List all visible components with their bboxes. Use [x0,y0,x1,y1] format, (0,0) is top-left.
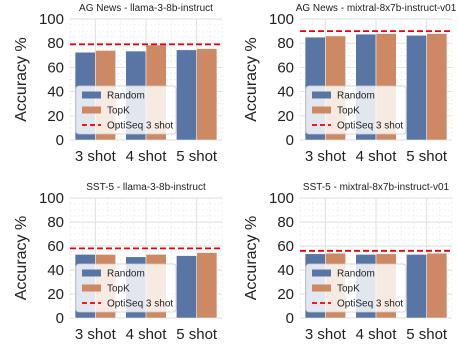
x-tick-label: 3 shot [305,326,347,343]
legend-label: OptiSeq 3 shot [107,121,173,132]
legend-label: OptiSeq 3 shot [337,299,403,310]
y-tick-label: 100 [39,190,64,207]
y-tick-label: 60 [277,238,294,255]
bar-random-3 [176,49,197,141]
legend-swatch-random [312,91,331,99]
y-axis-label: Accuracy % [13,37,30,121]
y-axis-label: Accuracy % [243,37,260,121]
y-tick-label: 60 [47,238,64,255]
y-tick-label: 20 [47,286,64,303]
legend-swatch-topk [312,106,331,114]
chart-panel-2: Random TopK OptiSeq 3 shot 0 20 40 60 80 100 3 sh… [243,3,457,165]
x-tick-label: 4 shot [126,148,168,165]
y-tick-label: 100 [39,11,64,28]
legend-label: TopK [107,284,130,295]
y-axis-label: Accuracy % [243,216,260,300]
y-tick-label: 80 [277,214,294,231]
x-tick-label: 4 shot [356,148,398,165]
legend-label: TopK [107,106,130,117]
legend-swatch-random [82,91,101,99]
y-tick-label: 80 [47,214,64,231]
bar-topk-3 [196,252,218,319]
legend-label: Random [107,269,145,280]
y-tick-label: 20 [277,108,294,125]
legend-label: OptiSeq 3 shot [337,121,403,132]
chart-title: AG News - llama-3-8b-instruct [79,3,213,14]
legend-swatch-random [82,269,101,277]
y-tick-label: 40 [47,84,64,101]
chart-title: SST-5 - mixtral-8x7b-instruct-v01 [303,182,450,193]
chart-title: SST-5 - llama-3-8b-instruct [86,182,206,193]
x-tick-label: 5 shot [176,148,218,165]
legend: Random TopK OptiSeq 3 shot [305,85,407,135]
y-tick-label: 20 [47,108,64,125]
y-tick-label: 80 [47,35,64,52]
y-tick-label: 80 [277,35,294,52]
legend: Random TopK OptiSeq 3 shot [75,85,177,135]
chart-panel-1: Random TopK OptiSeq 3 shot 0 20 40 60 80 100 3 sh… [13,3,223,165]
y-tick-label: 0 [286,132,294,149]
bar-topk-3 [196,48,218,141]
legend-swatch-topk [82,106,101,114]
y-tick-label: 0 [56,132,64,149]
x-tick-label: 5 shot [176,326,218,343]
chart-panel-4: Random TopK OptiSeq 3 shot 0 20 40 60 80 100 3 sh… [243,182,453,343]
x-tick-label: 5 shot [406,326,448,343]
legend-label: Random [337,91,375,102]
y-tick-label: 0 [286,310,294,327]
chart-title: AG News - mixtral-8x7b-instruct-v01 [296,3,457,14]
legend-label: Random [337,269,375,280]
x-tick-label: 4 shot [356,326,398,343]
x-tick-label: 3 shot [305,148,347,165]
y-axis-label: Accuracy % [13,216,30,300]
y-tick-label: 100 [269,190,294,207]
bar-random-3 [406,254,427,319]
legend-label: TopK [337,284,360,295]
y-tick-label: 40 [47,262,64,279]
bar-topk-3 [426,252,448,319]
legend-swatch-topk [82,284,101,292]
x-tick-label: 3 shot [75,148,117,165]
bar-random-3 [176,255,197,319]
legend-label: Random [107,91,145,102]
y-tick-label: 40 [277,84,294,101]
y-tick-label: 100 [269,11,294,28]
x-tick-label: 4 shot [126,326,168,343]
bar-random-3 [406,35,427,141]
legend-swatch-random [312,269,331,277]
y-tick-label: 20 [277,286,294,303]
x-tick-label: 3 shot [75,326,117,343]
y-tick-label: 60 [47,59,64,76]
y-tick-label: 0 [56,310,64,327]
bar-topk-3 [426,33,448,141]
chart-panel-3: Random TopK OptiSeq 3 shot 0 20 40 60 80 100 3 sh… [13,182,223,343]
y-tick-label: 40 [277,262,294,279]
legend: Random TopK OptiSeq 3 shot [305,263,407,313]
x-tick-label: 5 shot [406,148,448,165]
legend-swatch-topk [312,284,331,292]
legend-label: TopK [337,106,360,117]
legend: Random TopK OptiSeq 3 shot [75,263,177,313]
legend-label: OptiSeq 3 shot [107,299,173,310]
y-tick-label: 60 [277,59,294,76]
